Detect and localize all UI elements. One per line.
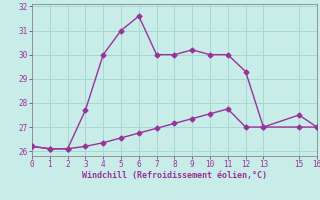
- X-axis label: Windchill (Refroidissement éolien,°C): Windchill (Refroidissement éolien,°C): [82, 171, 267, 180]
